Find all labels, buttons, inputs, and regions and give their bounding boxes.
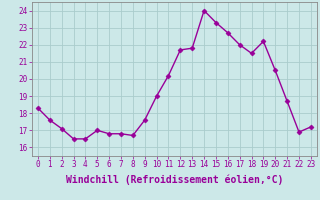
X-axis label: Windchill (Refroidissement éolien,°C): Windchill (Refroidissement éolien,°C) xyxy=(66,175,283,185)
